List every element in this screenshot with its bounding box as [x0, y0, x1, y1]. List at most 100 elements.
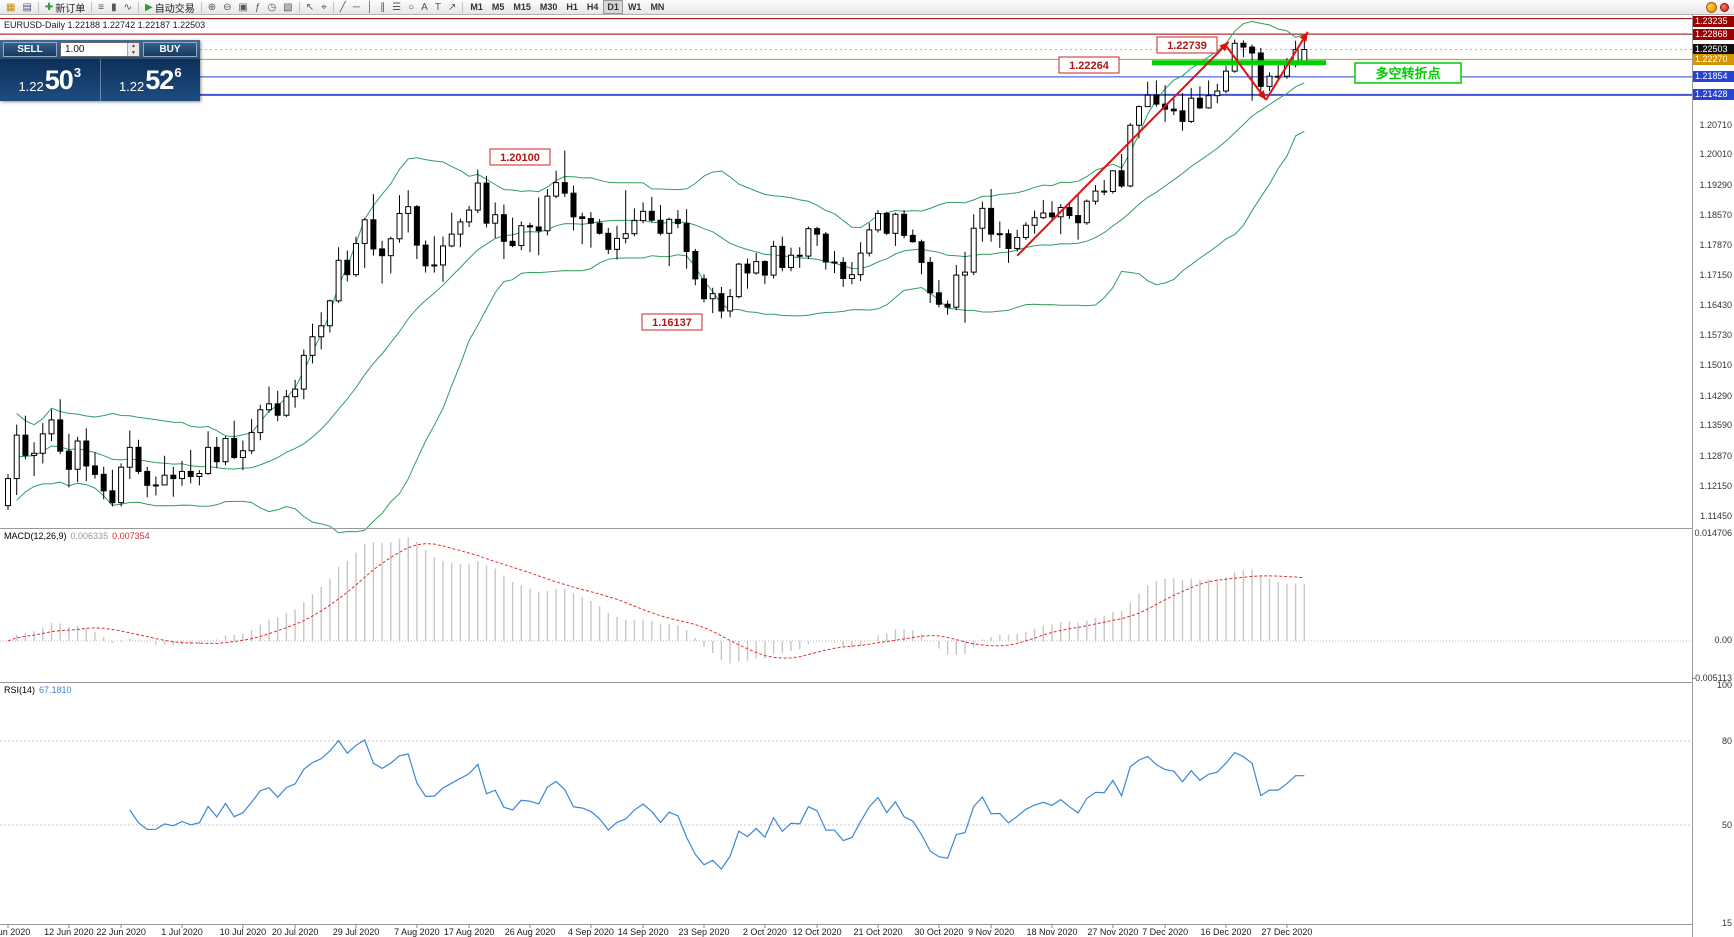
tile-windows-icon[interactable]: ▣ — [236, 1, 251, 14]
text-icon[interactable]: A — [418, 1, 431, 14]
candle-body — [535, 226, 542, 232]
candle-body — [92, 465, 98, 475]
toolbar-separator — [298, 1, 300, 13]
candle-body — [587, 218, 594, 224]
zoom-out-icon[interactable]: ⊖ — [220, 1, 234, 14]
channel-icon[interactable]: ∥ — [377, 1, 388, 14]
candle-body — [614, 237, 620, 250]
candle-body — [1153, 94, 1160, 105]
autotrade-icon: ▶ — [145, 1, 153, 13]
crosshair-icon[interactable]: ⌖ — [318, 1, 330, 14]
alert-icon[interactable] — [1720, 2, 1729, 12]
time-axis-label: 17 Aug 2020 — [444, 927, 495, 937]
candle-body — [622, 233, 629, 239]
price-label-box[interactable] — [641, 313, 703, 331]
toolbar-separator — [37, 1, 39, 13]
candle-body — [1127, 124, 1134, 187]
time-axis-label: 7 Aug 2020 — [394, 927, 440, 937]
candle-body — [1101, 190, 1108, 193]
new-order-button[interactable]: ✚ 新订单 — [42, 1, 88, 15]
hline-icon-glyph: ─ — [352, 1, 360, 13]
candle-body — [831, 261, 838, 264]
profiles-icon[interactable]: ▤ — [19, 1, 34, 14]
volume-up-icon[interactable]: ▲ — [128, 43, 139, 50]
volume-down-icon[interactable]: ▼ — [128, 49, 139, 56]
candle-body — [422, 244, 429, 267]
candle-body — [753, 261, 760, 274]
candle-body — [144, 470, 151, 486]
timeframe-button-M30[interactable]: M30 — [539, 2, 558, 12]
candle-body — [1257, 52, 1264, 87]
candle-body — [396, 212, 403, 240]
vline-icon[interactable]: │ — [364, 1, 376, 14]
sell-price[interactable]: 1.22 50 3 — [0, 59, 100, 101]
candle-body — [1240, 42, 1247, 48]
candle-body — [405, 206, 412, 214]
price-axis-tick: 1.19290 — [1699, 179, 1732, 190]
candle-body — [152, 484, 159, 487]
bollinger-lower-band — [16, 130, 1305, 534]
candle-body — [1066, 207, 1073, 217]
fibonacci-icon[interactable]: ☰ — [389, 1, 404, 14]
trend-arrow-line[interactable] — [1016, 41, 1230, 257]
periods-icon[interactable]: ◷ — [265, 1, 280, 14]
time-axis-label: 22 Jun 2020 — [96, 927, 146, 937]
timeframe-button-MN[interactable]: MN — [650, 2, 665, 12]
time-axis-label: 7 Dec 2020 — [1142, 927, 1188, 937]
buy-button[interactable]: BUY — [143, 42, 197, 57]
timeframe-button-D1[interactable]: D1 — [603, 0, 623, 14]
hline-icon[interactable]: ─ — [350, 1, 363, 14]
one-click-trading-panel: SELL 1.00 ▲ ▼ BUY 1.22 50 3 1.22 52 6 — [0, 40, 200, 101]
zoom-in-icon[interactable]: ⊕ — [205, 1, 219, 14]
candle-chart-icon[interactable]: ▮ — [108, 1, 120, 14]
bar-chart-icon[interactable]: ≡ — [95, 1, 107, 14]
buy-price-big: 52 — [145, 64, 174, 95]
candle-body — [788, 254, 794, 268]
indicators-icon[interactable]: ƒ — [252, 1, 264, 14]
label-icon[interactable]: T — [432, 1, 444, 14]
timeframe-button-M15[interactable]: M15 — [513, 2, 531, 12]
volume-spinner[interactable]: ▲ ▼ — [127, 43, 139, 56]
cursor-icon[interactable]: ↖ — [303, 1, 317, 14]
timeframe-button-H1[interactable]: H1 — [566, 2, 578, 12]
timeframe-button-W1[interactable]: W1 — [627, 2, 642, 12]
trendline-icon[interactable]: ╱ — [337, 1, 349, 14]
candle-body — [1249, 46, 1256, 54]
price-scale[interactable]: 1.20710 1.20010 1.19290 1.18570 1.17870 1.171… — [1692, 15, 1734, 937]
charts-icon[interactable]: ▦ — [3, 1, 18, 14]
candle-body — [431, 264, 438, 267]
candle-body — [1031, 217, 1038, 226]
sell-button[interactable]: SELL — [3, 42, 57, 57]
candle-body — [370, 219, 377, 250]
price-label-box[interactable] — [489, 148, 551, 166]
arrow-tools-icon[interactable]: ↗ — [445, 1, 459, 14]
autotrade-button[interactable]: ▶ 自动交易 — [142, 1, 198, 15]
price-label-box[interactable] — [1058, 56, 1120, 74]
candle-body — [727, 296, 734, 312]
timeframe-button-H4[interactable]: H4 — [586, 2, 599, 12]
volume-input[interactable]: 1.00 ▲ ▼ — [60, 42, 140, 57]
templates-icon[interactable]: ▧ — [280, 1, 295, 14]
trend-arrow-line[interactable] — [1224, 43, 1267, 101]
community-icon[interactable] — [1706, 1, 1717, 13]
candle-body — [1188, 97, 1195, 122]
time-axis-label: 4 Sep 2020 — [568, 927, 614, 937]
price-axis-tick: 1.12870 — [1699, 450, 1732, 461]
chart-area[interactable]: 1.22739 1.22264 1.20100 1.16137 多空转折点 3 Jun 2… — [0, 15, 1692, 937]
timeframe-button-M1[interactable]: M1 — [470, 2, 483, 12]
time-axis-label: 26 Aug 2020 — [505, 927, 556, 937]
price-label-box[interactable] — [1156, 36, 1218, 54]
candle-body — [1092, 190, 1099, 202]
buy-price[interactable]: 1.22 52 6 — [101, 59, 201, 101]
note-label-box[interactable] — [1354, 62, 1462, 84]
trend-arrow-line[interactable] — [1265, 31, 1309, 101]
line-chart-icon[interactable]: ∿ — [121, 1, 135, 14]
candle-body — [1109, 170, 1116, 192]
timeframe-button-M5[interactable]: M5 — [491, 2, 505, 12]
shapes-icon[interactable]: ○ — [405, 1, 417, 14]
cursor-icon-glyph: ↖ — [305, 1, 315, 13]
buy-price-prefix: 1.22 — [118, 79, 145, 94]
candle-body — [448, 233, 455, 247]
candle-body — [840, 261, 847, 279]
candle-body — [770, 245, 777, 276]
